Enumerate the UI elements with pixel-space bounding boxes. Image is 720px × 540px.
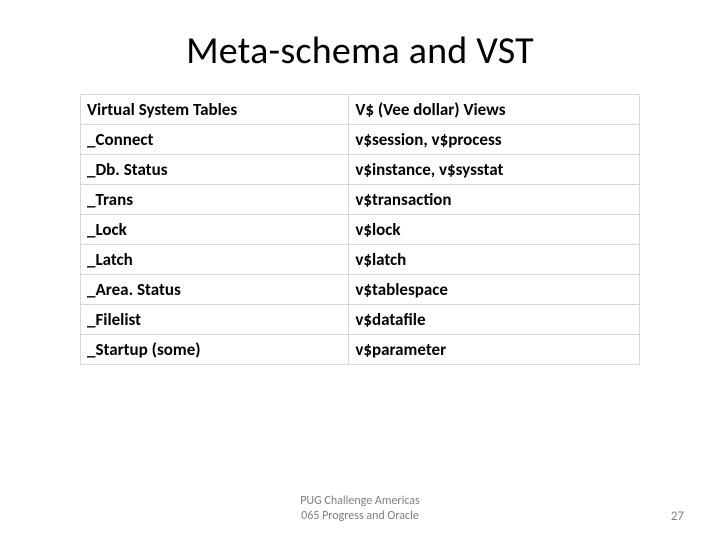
cell-vst: _Lock (81, 215, 349, 245)
table-row: _Filelist v$datafile (81, 305, 640, 335)
table-row: _Db. Status v$instance, v$sysstat (81, 155, 640, 185)
cell-vdollar: v$instance, v$sysstat (349, 155, 640, 185)
table-row: _Latch v$latch (81, 245, 640, 275)
table-row: _Area. Status v$tablespace (81, 275, 640, 305)
footer-text: PUG Challenge Americas 065 Progress and … (300, 494, 420, 524)
table-row: _Connect v$session, v$process (81, 125, 640, 155)
page-number: 27 (671, 509, 684, 524)
cell-vdollar: v$parameter (349, 335, 640, 365)
cell-vdollar: v$datafile (349, 305, 640, 335)
cell-vst: _Connect (81, 125, 349, 155)
footer-line-1: PUG Challenge Americas (300, 494, 420, 509)
table-row: _Lock v$lock (81, 215, 640, 245)
cell-vst: _Trans (81, 185, 349, 215)
cell-vst: _Startup (some) (81, 335, 349, 365)
cell-vst: _Area. Status (81, 275, 349, 305)
header-vdollar: V$ (Vee dollar) Views (349, 95, 640, 125)
cell-vdollar: v$session, v$process (349, 125, 640, 155)
header-vst: Virtual System Tables (81, 95, 349, 125)
cell-vst: _Filelist (81, 305, 349, 335)
table-header-row: Virtual System Tables V$ (Vee dollar) Vi… (81, 95, 640, 125)
cell-vdollar: v$transaction (349, 185, 640, 215)
cell-vdollar: v$latch (349, 245, 640, 275)
slide: Meta-schema and VST Virtual System Table… (0, 0, 720, 540)
cell-vdollar: v$tablespace (349, 275, 640, 305)
footer: PUG Challenge Americas 065 Progress and … (0, 494, 720, 524)
cell-vst: _Db. Status (81, 155, 349, 185)
table-row: _Startup (some) v$parameter (81, 335, 640, 365)
cell-vdollar: v$lock (349, 215, 640, 245)
footer-line-2: 065 Progress and Oracle (300, 509, 420, 524)
comparison-table: Virtual System Tables V$ (Vee dollar) Vi… (80, 94, 640, 365)
cell-vst: _Latch (81, 245, 349, 275)
table-row: _Trans v$transaction (81, 185, 640, 215)
slide-title: Meta-schema and VST (60, 28, 660, 74)
